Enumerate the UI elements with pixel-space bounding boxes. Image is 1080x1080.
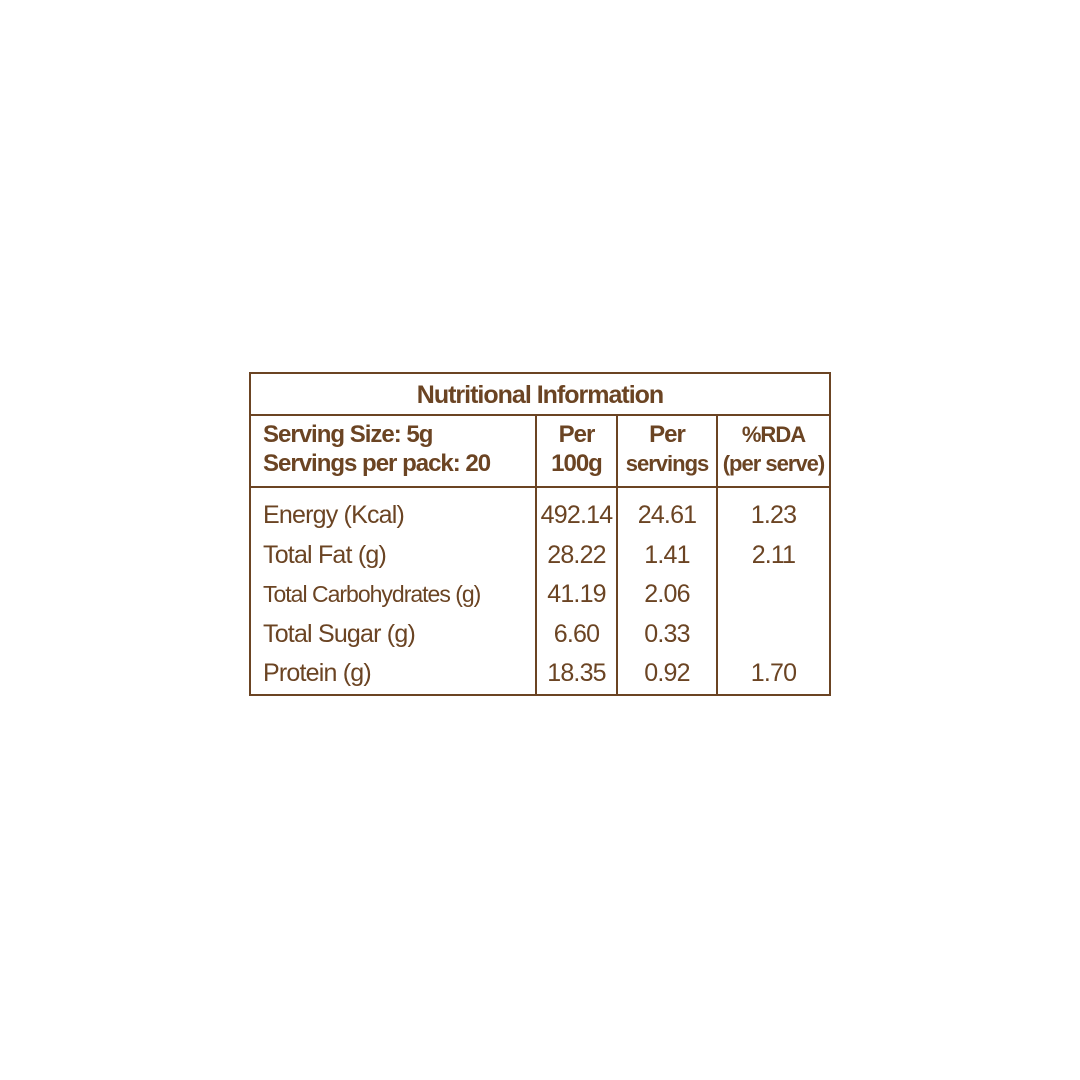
servings-per-pack: Servings per pack: 20 (263, 450, 491, 477)
header-per-serving: Per servings (618, 420, 716, 478)
serving-size: Serving Size: 5g (263, 421, 433, 448)
header-text: Per (649, 421, 686, 448)
header-text: %RDA (741, 422, 806, 447)
value-per-serving: 24.61 (637, 501, 697, 529)
value-per-serving: 0.92 (644, 659, 690, 687)
value-per-serving: 1.41 (644, 540, 690, 569)
column-divider (535, 416, 537, 694)
value-per-100g: 18.35 (547, 659, 606, 687)
nutrient-label: Total Sugar (g) (263, 619, 416, 648)
table-title: Nutritional Information (251, 374, 829, 416)
value-per-100g: 6.60 (553, 619, 600, 648)
value-per-100g: 28.22 (547, 540, 606, 569)
table-row: Total Carbohydrates (g) 41.19 2.06 (251, 574, 829, 614)
value-rda: 1.70 (750, 659, 797, 687)
header-text: (per serve) (722, 451, 826, 476)
value-rda: 2.11 (751, 540, 796, 569)
value-per-serving: 0.33 (644, 619, 690, 648)
header-text: servings (625, 451, 710, 476)
column-divider (616, 416, 618, 694)
nutrient-label: Energy (Kcal) (263, 501, 405, 529)
serving-info: Serving Size: 5g Servings per pack: 20 (263, 420, 491, 478)
header-per-100g: Per 100g (537, 420, 616, 478)
value-per-100g: 492.14 (540, 501, 613, 529)
table-row: Energy (Kcal) 492.14 24.61 1.23 (251, 495, 829, 535)
nutrient-label: Total Fat (g) (263, 540, 387, 569)
table-row: Total Sugar (g) 6.60 0.33 (251, 614, 829, 654)
value-per-serving: 2.06 (644, 580, 690, 608)
header-divider (251, 486, 829, 488)
column-divider (716, 416, 718, 694)
nutrition-table: Nutritional Information Serving Size: 5g… (249, 372, 831, 696)
table-row: Protein (g) 18.35 0.92 1.70 (251, 653, 829, 693)
nutrient-label: Total Carbohydrates (g) (263, 581, 481, 607)
value-rda: 1.23 (750, 501, 797, 529)
header-rda: %RDA (per serve) (718, 420, 829, 478)
header-text: 100g (551, 450, 603, 477)
table-row: Total Fat (g) 28.22 1.41 2.11 (251, 535, 829, 575)
nutrient-label: Protein (g) (263, 659, 372, 687)
header-text: Per (558, 421, 596, 448)
value-per-100g: 41.19 (547, 580, 606, 608)
